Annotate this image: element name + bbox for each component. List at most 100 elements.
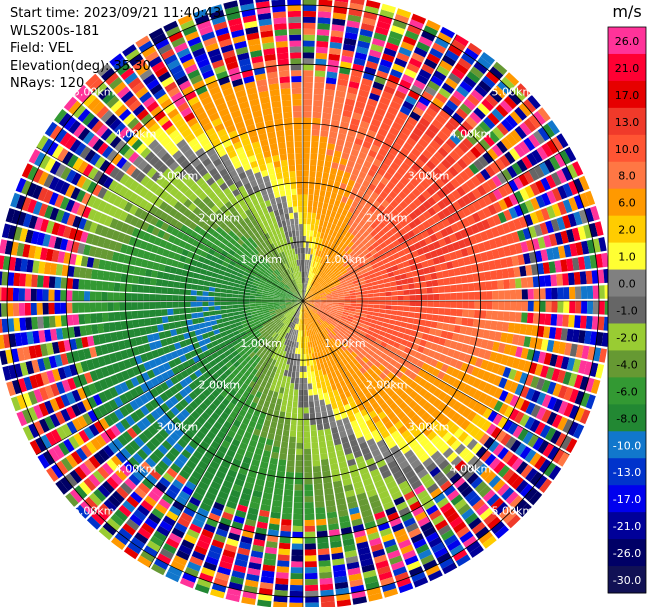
velocity-gate (318, 554, 331, 561)
velocity-gate (313, 306, 319, 310)
velocity-gate (370, 144, 380, 153)
velocity-gate (355, 362, 363, 370)
velocity-gate (166, 467, 178, 479)
velocity-gate (538, 161, 550, 176)
velocity-gate (454, 443, 466, 455)
velocity-gate (341, 49, 355, 58)
velocity-gate (379, 9, 395, 19)
velocity-gate (106, 250, 114, 261)
velocity-gate (297, 301, 303, 303)
velocity-gate (319, 317, 324, 323)
velocity-gate (158, 263, 166, 272)
velocity-gate (331, 337, 337, 344)
velocity-gate (404, 396, 413, 405)
velocity-gate (285, 382, 290, 389)
velocity-gate (299, 377, 303, 384)
velocity-gate (413, 79, 426, 90)
velocity-gate (149, 309, 156, 318)
velocity-gate (338, 302, 345, 305)
velocity-gate (413, 337, 422, 345)
velocity-gate (152, 421, 163, 432)
velocity-gate (331, 426, 339, 434)
velocity-gate (309, 272, 312, 279)
velocity-gate (305, 283, 308, 290)
velocity-gate (191, 550, 206, 561)
velocity-gate (135, 257, 143, 267)
velocity-gate (25, 360, 35, 375)
velocity-gate (548, 261, 556, 274)
velocity-gate (361, 290, 368, 295)
velocity-gate (316, 29, 330, 36)
velocity-gate (371, 315, 379, 321)
velocity-gate (173, 281, 181, 288)
velocity-gate (244, 579, 259, 588)
velocity-gate (298, 318, 301, 325)
velocity-gate (301, 301, 303, 307)
velocity-gate (394, 116, 406, 126)
velocity-gate (312, 307, 318, 312)
velocity-gate (427, 217, 436, 227)
velocity-gate (268, 364, 275, 372)
velocity-gate (380, 402, 389, 411)
velocity-gate (262, 292, 269, 296)
velocity-gate (557, 287, 564, 300)
velocity-gate (145, 413, 156, 424)
velocity-gate (427, 334, 435, 343)
velocity-gate (60, 457, 74, 472)
velocity-gate (216, 349, 224, 356)
velocity-gate (417, 138, 429, 149)
velocity-gate (408, 439, 419, 449)
velocity-gate (326, 440, 334, 447)
velocity-gate (46, 342, 54, 356)
velocity-gate (297, 354, 301, 361)
velocity-gate (567, 213, 577, 227)
velocity-gate (430, 75, 444, 87)
velocity-gate (353, 282, 361, 287)
velocity-gate (306, 365, 311, 372)
velocity-gate (97, 466, 110, 480)
velocity-gate (161, 440, 173, 451)
velocity-gate (256, 289, 263, 293)
velocity-gate (355, 100, 366, 110)
velocity-gate (198, 374, 207, 383)
velocity-gate (202, 301, 209, 307)
velocity-gate (333, 180, 341, 189)
velocity-gate (330, 288, 337, 292)
velocity-gate (539, 478, 552, 493)
velocity-gate (37, 316, 44, 329)
velocity-gate (276, 310, 282, 315)
velocity-gate (453, 427, 464, 439)
velocity-gate (382, 117, 394, 127)
velocity-gate (486, 178, 497, 191)
velocity-gate (109, 352, 118, 364)
velocity-gate (278, 548, 290, 556)
velocity-gate (315, 507, 326, 514)
velocity-gate (291, 302, 298, 306)
velocity-gate (401, 464, 413, 475)
velocity-gate (260, 504, 271, 512)
velocity-gate (382, 322, 389, 328)
velocity-gate (557, 201, 567, 215)
velocity-gate (518, 216, 528, 228)
velocity-gate (275, 572, 289, 579)
velocity-gate (120, 273, 128, 283)
velocity-gate (265, 541, 278, 549)
velocity-gate (350, 512, 362, 521)
velocity-gate (246, 348, 253, 356)
velocity-gate (486, 493, 500, 507)
velocity-gate (126, 368, 136, 379)
velocity-gate (313, 281, 318, 288)
velocity-gate (286, 305, 293, 310)
velocity-gate (307, 284, 311, 291)
velocity-gate (591, 316, 599, 330)
velocity-gate (476, 221, 485, 232)
velocity-gate (562, 183, 573, 198)
velocity-gate (297, 299, 303, 301)
velocity-gate (402, 260, 410, 268)
velocity-gate (449, 233, 458, 243)
velocity-gate (310, 287, 316, 293)
velocity-gate (548, 465, 562, 481)
velocity-gate (294, 478, 303, 485)
velocity-gate (540, 177, 551, 191)
velocity-gate (268, 320, 275, 326)
